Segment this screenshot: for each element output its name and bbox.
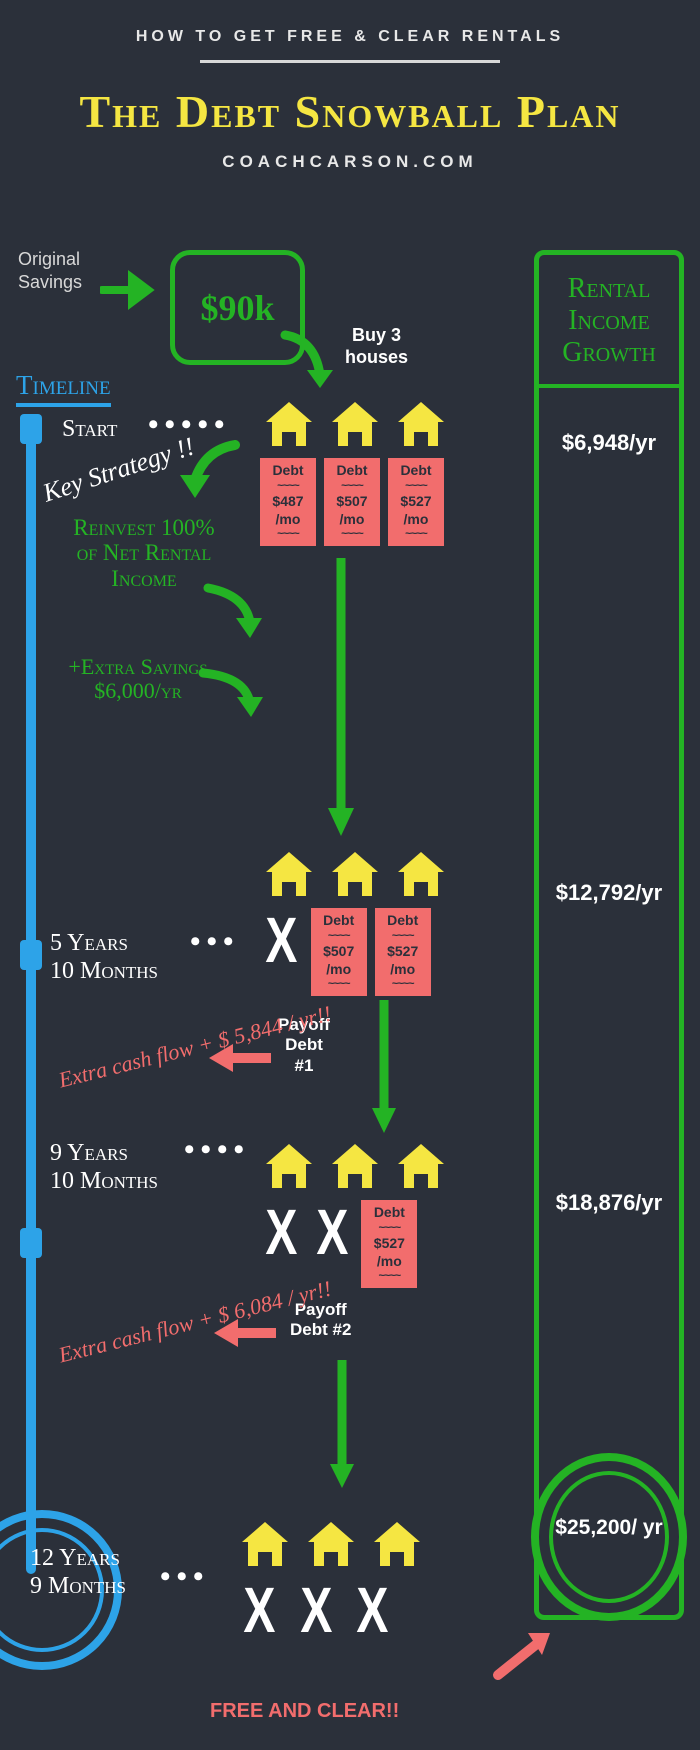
arrow-right-icon	[100, 270, 165, 310]
house-icon	[394, 1142, 448, 1192]
house-icon	[304, 1520, 358, 1570]
timeline-tick	[20, 940, 42, 970]
free-and-clear-label: FREE AND CLEAR!!	[210, 1700, 399, 1723]
income-growth-panel: Rental Income Growth $6,948/yr $12,792/y…	[534, 250, 684, 1620]
savings-amount: $90k	[200, 287, 274, 329]
house-icon	[328, 1142, 382, 1192]
stage-2-label: 5 Years10 Months	[50, 930, 158, 985]
debt-card: Debt~~~~$527 /mo~~~~	[361, 1200, 417, 1288]
paid-off-icon: X	[357, 1578, 389, 1642]
paid-off-icon: X	[265, 908, 297, 972]
debt-row-4: X X X	[238, 1578, 394, 1642]
house-icon	[262, 1142, 316, 1192]
house-row-1	[262, 400, 448, 450]
debt-card: Debt~~~~$487 /mo~~~~	[260, 458, 316, 546]
arrow-left-icon	[205, 1040, 273, 1076]
debt-card: Debt~~~~$527 /mo~~~~	[388, 458, 444, 546]
stage-3-label: 9 Years10 Months	[50, 1140, 158, 1195]
timeline-tick	[20, 1228, 42, 1258]
house-row-2	[262, 850, 448, 900]
paid-off-icon: X	[243, 1578, 275, 1642]
debt-row-1: Debt~~~~$487 /mo~~~~ Debt~~~~$507 /mo~~~…	[260, 458, 444, 546]
debt-card: Debt~~~~$507 /mo~~~~	[324, 458, 380, 546]
stage-start-label: Start	[62, 416, 117, 444]
original-savings-label: OriginalSavings	[18, 248, 82, 295]
header: HOW TO GET FREE & CLEAR RENTALS The Debt…	[0, 0, 700, 182]
buy-houses-label: Buy 3houses	[345, 325, 408, 368]
house-icon	[370, 1520, 424, 1570]
debt-card: Debt~~~~$507 /mo~~~~	[311, 908, 367, 996]
house-row-4	[238, 1520, 424, 1570]
income-value-2: $12,792/yr	[539, 880, 679, 906]
dots-icon: •••	[160, 1560, 210, 1594]
extra-savings-label: +Extra Savings $6,000/yr	[68, 655, 208, 703]
income-value-3: $18,876/yr	[539, 1190, 679, 1216]
house-icon	[238, 1520, 292, 1570]
arrow-down-icon	[170, 440, 245, 505]
house-icon	[328, 400, 382, 450]
arrow-curve-icon	[195, 665, 270, 720]
website-url: COACHCARSON.COM	[20, 152, 680, 172]
arrow-to-income-icon	[490, 1625, 560, 1685]
debt-row-2: X Debt~~~~$507 /mo~~~~ Debt~~~~$527 /mo~…	[260, 908, 431, 996]
house-icon	[262, 850, 316, 900]
house-icon	[394, 400, 448, 450]
divider	[200, 60, 500, 63]
arrow-down-icon	[328, 1360, 356, 1490]
arrow-curve-icon	[200, 580, 270, 640]
income-panel-title: Rental Income Growth	[539, 255, 679, 388]
dots-icon: •••	[190, 925, 240, 959]
paid-off-icon: X	[316, 1200, 348, 1264]
arrow-down-icon	[370, 1000, 398, 1135]
timeline-heading: Timeline	[16, 370, 111, 407]
house-icon	[394, 850, 448, 900]
paid-off-icon: X	[265, 1200, 297, 1264]
timeline-tick	[20, 414, 42, 444]
arrow-down-long-icon	[326, 558, 356, 838]
house-icon	[328, 850, 382, 900]
arrow-curve-icon	[275, 330, 355, 400]
house-row-3	[262, 1142, 448, 1192]
arrow-left-icon	[210, 1315, 278, 1351]
house-icon	[262, 400, 316, 450]
main-title: The Debt Snowball Plan	[20, 85, 680, 138]
subtitle: HOW TO GET FREE & CLEAR RENTALS	[20, 28, 680, 46]
debt-card: Debt~~~~$527 /mo~~~~	[375, 908, 431, 996]
income-value-1: $6,948/yr	[539, 430, 679, 456]
paid-off-icon: X	[300, 1578, 332, 1642]
stage-4-label: 12 Years9 Months	[30, 1545, 126, 1600]
income-highlight-circle	[531, 1453, 687, 1621]
timeline-line	[26, 414, 36, 1574]
debt-row-3: X X Debt~~~~$527 /mo~~~~	[260, 1200, 417, 1288]
dots-icon: ••••	[184, 1133, 250, 1167]
